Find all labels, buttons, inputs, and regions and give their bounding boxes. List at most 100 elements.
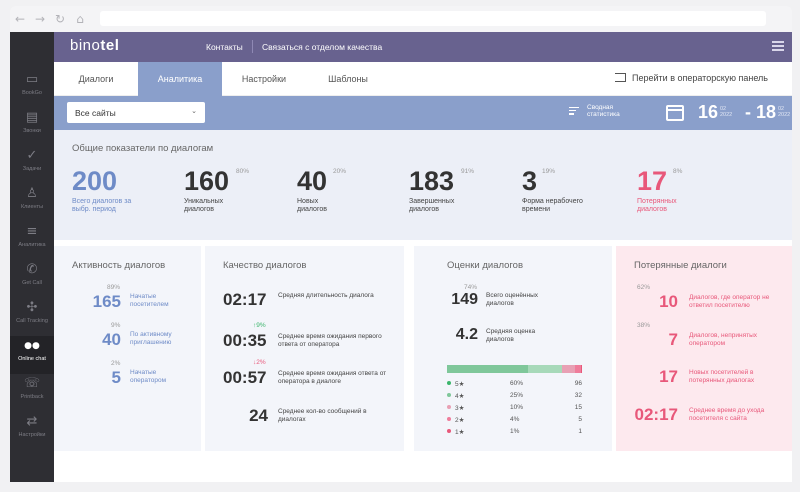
rating-stars: 3★ [447,404,464,412]
printback-icon: ☏ [23,376,41,391]
quality-link[interactable]: Связаться с отделом качества [262,42,383,52]
sidebar-item-label: Get Call [22,280,42,286]
quality-panel: Качество диалогов 02:17 Средняя длительн… [205,246,404,451]
rating-stars-label: 5★ [455,381,465,388]
sidebar-item-call-tracking[interactable]: ✣ Call Tracking [10,298,54,336]
exit-icon [615,73,627,82]
reload-icon[interactable]: ↻ [54,12,66,26]
metric-completed: 183 91% Завершенных диалогов [409,166,474,213]
sidebar-item-calls[interactable]: ▤ Звонки [10,108,54,146]
row-percent: 9% [111,322,121,329]
row-label: Диалогов, непринятых оператором [689,332,758,347]
rating-dot-icon [447,405,451,409]
metric-total: 200 Всего диалогов за выбр. период [72,166,142,213]
row-value: 02:17 [634,405,678,424]
metric-percent: 20% [333,168,347,175]
address-bar[interactable] [100,11,766,26]
activity-title: Активность диалогов [72,260,166,271]
tab-dialogs[interactable]: Диалоги [78,74,114,84]
metric-value: 3 [522,166,538,196]
row-label: Средняя длительность диалога [278,292,374,299]
row-delta: ↓2% [253,359,266,366]
rating-stars-label: 3★ [455,405,465,412]
sidebar-item-printback[interactable]: ☏ Printback [10,374,54,412]
sidebar-item-settings[interactable]: ⇄ Настройки [10,412,54,450]
forward-icon[interactable]: → [34,12,46,26]
rating-count: 15 [574,404,582,411]
metric-value: 40 [297,166,328,196]
rating-percent: 10% [510,404,524,411]
home-icon[interactable]: ⌂ [76,12,84,26]
metric-percent: 91% [461,168,475,175]
metric-percent: 8% [673,168,683,175]
sidebar-item-clients[interactable]: ♙ Клиенты [10,184,54,222]
row-label: Начатые оператором [130,369,167,384]
rating-distribution-bar [447,365,582,373]
rating-bar-segment [575,365,581,373]
rating-bar-segment [580,365,582,373]
date-from-year: 2022 [720,112,733,118]
lost-panel: Потерянные диалоги 62% 10 Диалогов, где … [616,246,792,451]
operator-panel-button[interactable]: Перейти в операторскую панель [615,73,768,83]
metric-new: 40 20% Новых диалогов [297,166,346,213]
row-value: 40 [102,330,121,349]
rating-percent: 1% [510,428,520,435]
lost-row: 38% 7 Диалогов, непринятых оператором [616,322,792,352]
tab-bar: Диалоги Аналитика Настройки Шаблоны Пере… [54,62,792,96]
sidebar-item-analytics[interactable]: ≡ Аналитика [10,222,54,260]
activity-row: 2% 5 Начатые оператором [54,360,201,390]
chat-icon: ●● [24,341,40,351]
sidebar-item-bookgo[interactable]: ▭ BookGo [10,70,54,108]
activity-row: 9% 40 По активному приглашению [54,322,201,352]
metric-label: Форма нерабочего времени [522,198,583,213]
ratings-panel: Оценки диалогов 74% 149 Всего оценённых … [414,246,612,451]
summary-stats-label: Сводная статистика [587,104,620,118]
rating-count: 5 [578,416,582,423]
row-percent: 89% [107,284,121,291]
lost-row: 62% 10 Диалогов, где оператор не ответил… [616,284,792,314]
activity-row: 89% 165 Начатые посетителем [54,284,201,314]
sidebar-item-online-chat[interactable]: ●● Online chat [10,336,54,374]
contacts-link[interactable]: Контакты [206,42,243,52]
rating-count: 32 [574,392,582,399]
metric-label: Потерянных диалогов [637,198,677,213]
row-delta: ↑9% [253,322,266,329]
tab-templates[interactable]: Шаблоны [328,74,368,84]
row-percent: 38% [637,322,651,329]
sidebar-item-label: BookGo [22,90,42,96]
logo[interactable]: binotel [70,37,120,54]
row-label: Средняя оценка диалогов [486,328,536,343]
sidebar-item-get-call[interactable]: ✆ Get Call [10,260,54,298]
ratings-average: 4.2 Средняя оценка диалогов [414,326,612,350]
calendar-icon [666,105,684,121]
row-label: Среднее время ожидания ответа от операто… [278,370,387,385]
metric-value: 200 [72,166,118,196]
row-value: 149 [451,291,478,308]
rating-stars: 2★ [447,416,464,424]
site-select[interactable]: Все сайты ⌄ [67,102,205,123]
quality-row: 24 Среднее кол-во сообщений в диалогах [205,404,404,434]
top-bar: binotel Контакты Связаться с отделом кач… [54,32,792,62]
panels: Активность диалогов 89% 165 Начатые посе… [54,246,792,451]
date-to-day: 18 [756,102,777,122]
sidebar-item-label: Аналитика [18,242,46,248]
tab-analytics[interactable]: Аналитика [138,62,222,96]
check-icon: ✓ [26,148,38,163]
divider [252,40,253,53]
back-icon[interactable]: ← [14,12,26,26]
menu-icon[interactable] [772,41,784,53]
sidebar-item-label: Printback [20,394,44,400]
quality-row: ↓2% 00:57 Среднее время ожидания ответа … [205,359,404,393]
list-icon [569,107,579,117]
rating-percent: 60% [510,380,524,387]
sidebar: ▭ BookGo ▤ Звонки ✓ Задачи ♙ Клиенты ≡ Аналит… [10,32,54,482]
tab-settings[interactable]: Настройки [241,74,287,84]
rating-dot-icon [447,429,451,433]
row-value: 00:57 [223,368,267,387]
rating-bar-segment [447,365,528,373]
sidebar-item-tasks[interactable]: ✓ Задачи [10,146,54,184]
sidebar-item-label: Call Tracking [16,318,48,324]
calls-icon: ▤ [25,110,39,125]
row-label: Среднее кол-во сообщений в диалогах [278,408,367,423]
settings-icon: ⇄ [26,414,38,429]
